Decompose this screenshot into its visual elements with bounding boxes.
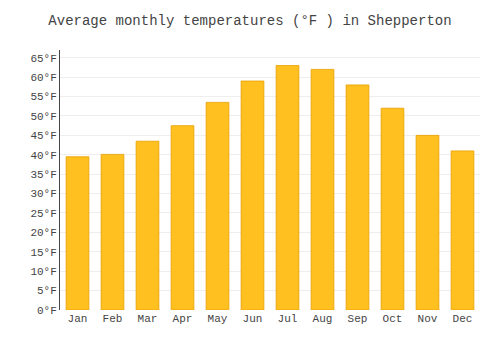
svg-text:5°F: 5°F [37, 285, 57, 297]
svg-text:Jun: Jun [243, 313, 263, 325]
svg-text:Dec: Dec [453, 313, 473, 325]
svg-text:Oct: Oct [383, 313, 403, 325]
svg-text:0°F: 0°F [37, 305, 57, 317]
svg-text:May: May [208, 313, 228, 325]
svg-text:60°F: 60°F [30, 72, 56, 84]
svg-text:Aug: Aug [313, 313, 333, 325]
svg-text:Mar: Mar [138, 313, 158, 325]
svg-text:Jan: Jan [68, 313, 88, 325]
svg-text:40°F: 40°F [30, 150, 56, 162]
svg-text:50°F: 50°F [30, 111, 56, 123]
svg-text:15°F: 15°F [30, 247, 56, 259]
svg-text:Sep: Sep [348, 313, 368, 325]
svg-text:Apr: Apr [173, 313, 193, 325]
svg-text:Average monthly temperatures (: Average monthly temperatures (°F ) in Sh… [48, 13, 451, 29]
svg-text:20°F: 20°F [30, 227, 56, 239]
svg-text:30°F: 30°F [30, 188, 56, 200]
svg-text:Jul: Jul [278, 313, 298, 325]
svg-text:35°F: 35°F [30, 169, 56, 181]
svg-text:Feb: Feb [103, 313, 123, 325]
svg-text:45°F: 45°F [30, 130, 56, 142]
svg-text:55°F: 55°F [30, 91, 56, 103]
svg-text:10°F: 10°F [30, 266, 56, 278]
svg-text:25°F: 25°F [30, 208, 56, 220]
svg-text:Nov: Nov [418, 313, 438, 325]
svg-text:65°F: 65°F [30, 53, 56, 65]
